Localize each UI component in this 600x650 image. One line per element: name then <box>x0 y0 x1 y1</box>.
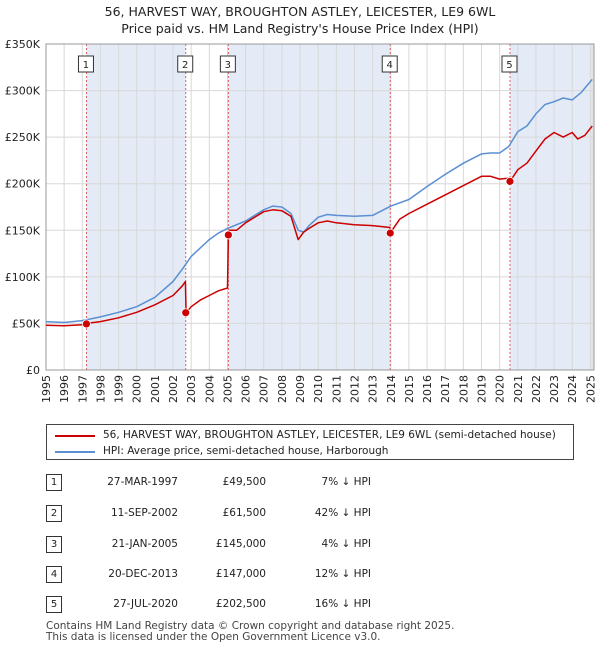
sale-hpi-diff: 7% ↓ HPI <box>321 476 371 488</box>
sale-number-badge: 1 <box>46 474 62 491</box>
legend-swatch-property <box>55 435 95 437</box>
sale-hpi-diff: 4% ↓ HPI <box>321 538 371 550</box>
sale-date: 11-SEP-2002 <box>110 507 178 519</box>
legend-item-property: 56, HARVEST WAY, BROUGHTON ASTLEY, LEICE… <box>47 427 573 445</box>
x-tick-label: 2001 <box>149 375 162 403</box>
x-tick-label: 1995 <box>40 375 53 403</box>
table-row: 3 21-JAN-2005 £145,000 4% ↓ HPI <box>46 536 406 556</box>
sale-label-number: 3 <box>225 60 231 71</box>
y-tick-label: £250K <box>5 131 41 144</box>
x-tick-label: 2006 <box>240 375 253 403</box>
sale-label-number: 1 <box>83 60 89 71</box>
sale-price: £147,000 <box>215 568 266 580</box>
y-tick-label: £100K <box>5 271 41 284</box>
x-tick-label: 2015 <box>403 375 416 403</box>
x-tick-label: 2012 <box>348 375 361 403</box>
sale-label-box <box>219 55 236 73</box>
legend-label-property: 56, HARVEST WAY, BROUGHTON ASTLEY, LEICE… <box>103 429 556 441</box>
x-tick-label: 2017 <box>439 375 452 403</box>
future-hatch <box>591 44 594 370</box>
x-tick-label: 2011 <box>330 375 343 403</box>
sale-number-badge: 2 <box>46 505 62 522</box>
sale-point <box>505 176 515 186</box>
sale-number-badge: 3 <box>46 536 62 553</box>
x-tick-label: 2003 <box>185 375 198 403</box>
x-tick-label: 2002 <box>167 375 180 403</box>
price-chart: £0 £50K £100K £150K £200K £250K £300K £350K 1995… <box>5 38 598 403</box>
sale-label-box <box>501 55 518 73</box>
x-tick-label: 2023 <box>548 375 561 403</box>
table-row: 2 11-SEP-2002 £61,500 42% ↓ HPI <box>46 505 406 525</box>
table-row: 4 20-DEC-2013 £147,000 12% ↓ HPI <box>46 566 406 586</box>
sale-hpi-diff: 12% ↓ HPI <box>314 568 371 580</box>
table-row: 5 27-JUL-2020 £202,500 16% ↓ HPI <box>46 596 406 616</box>
sale-label-box <box>381 55 398 73</box>
x-tick-label: 2009 <box>294 375 307 403</box>
footer-copyright: Contains HM Land Registry data © Crown c… <box>46 620 455 632</box>
table-row: 1 27-MAR-1997 £49,500 7% ↓ HPI <box>46 474 406 494</box>
y-tick-label: £150K <box>5 224 41 237</box>
x-tick-label: 2025 <box>584 375 597 403</box>
chart-title: 56, HARVEST WAY, BROUGHTON ASTLEY, LEICE… <box>104 4 496 19</box>
x-tick-label: 2004 <box>203 375 216 403</box>
x-tick-label: 2024 <box>566 375 579 403</box>
x-tick-label: 2007 <box>258 375 271 403</box>
sale-point <box>385 228 395 238</box>
x-tick-label: 2008 <box>276 375 289 403</box>
sale-label-number: 2 <box>182 60 188 71</box>
sale-price: £49,500 <box>222 476 266 488</box>
y-tick-label: £350K <box>5 38 41 51</box>
x-tick-label: 2000 <box>131 375 144 403</box>
sale-date: 27-MAR-1997 <box>107 476 178 488</box>
y-tick-label: £200K <box>5 178 41 191</box>
legend: 56, HARVEST WAY, BROUGHTON ASTLEY, LEICE… <box>46 424 574 460</box>
legend-swatch-hpi <box>55 451 95 453</box>
chart-subtitle: Price paid vs. HM Land Registry's House … <box>121 21 479 36</box>
x-tick-label: 1997 <box>76 375 89 403</box>
x-tick-label: 2022 <box>530 375 543 403</box>
x-tick-label: 2014 <box>385 375 398 403</box>
y-tick-label: £300K <box>5 85 41 98</box>
sale-point <box>82 319 91 329</box>
sale-hpi-diff: 42% ↓ HPI <box>314 507 371 519</box>
sale-number-badge: 4 <box>46 566 62 583</box>
x-tick-label: 2019 <box>475 375 488 403</box>
sale-band <box>228 44 391 370</box>
sale-price: £61,500 <box>222 507 266 519</box>
x-tick-label: 2013 <box>367 375 380 403</box>
sale-point <box>181 308 191 318</box>
y-tick-label: £0 <box>26 364 40 377</box>
sale-price: £202,500 <box>215 598 266 610</box>
sale-date: 20-DEC-2013 <box>108 568 178 580</box>
y-tick-label: £50K <box>12 317 41 330</box>
sale-label-box <box>77 55 94 73</box>
x-tick-label: 2010 <box>312 375 325 403</box>
x-tick-label: 1999 <box>113 375 126 403</box>
sale-label-number: 4 <box>387 60 393 71</box>
series-line <box>45 78 593 324</box>
sale-number-badge: 5 <box>46 596 62 613</box>
x-tick-label: 2018 <box>457 375 470 403</box>
sale-date: 21-JAN-2005 <box>111 538 178 550</box>
legend-label-hpi: HPI: Average price, semi-detached house,… <box>103 445 389 457</box>
sale-hpi-diff: 16% ↓ HPI <box>314 598 371 610</box>
sale-label-box <box>177 55 194 73</box>
sale-point <box>223 230 233 240</box>
x-tick-label: 2016 <box>421 375 434 403</box>
legend-item-hpi: HPI: Average price, semi-detached house,… <box>47 443 573 461</box>
sale-price: £145,000 <box>215 538 266 550</box>
x-tick-label: 2021 <box>512 375 525 403</box>
x-tick-label: 1998 <box>94 375 107 403</box>
x-tick-label: 2020 <box>494 375 507 403</box>
sale-date: 27-JUL-2020 <box>113 598 178 610</box>
x-tick-label: 2005 <box>221 375 234 403</box>
footer-license: This data is licensed under the Open Gov… <box>46 631 381 643</box>
x-tick-label: 1996 <box>58 375 71 403</box>
plot-frame <box>45 43 595 371</box>
sale-band <box>509 44 594 370</box>
series-line <box>45 125 593 327</box>
sale-label-number: 5 <box>506 60 512 71</box>
